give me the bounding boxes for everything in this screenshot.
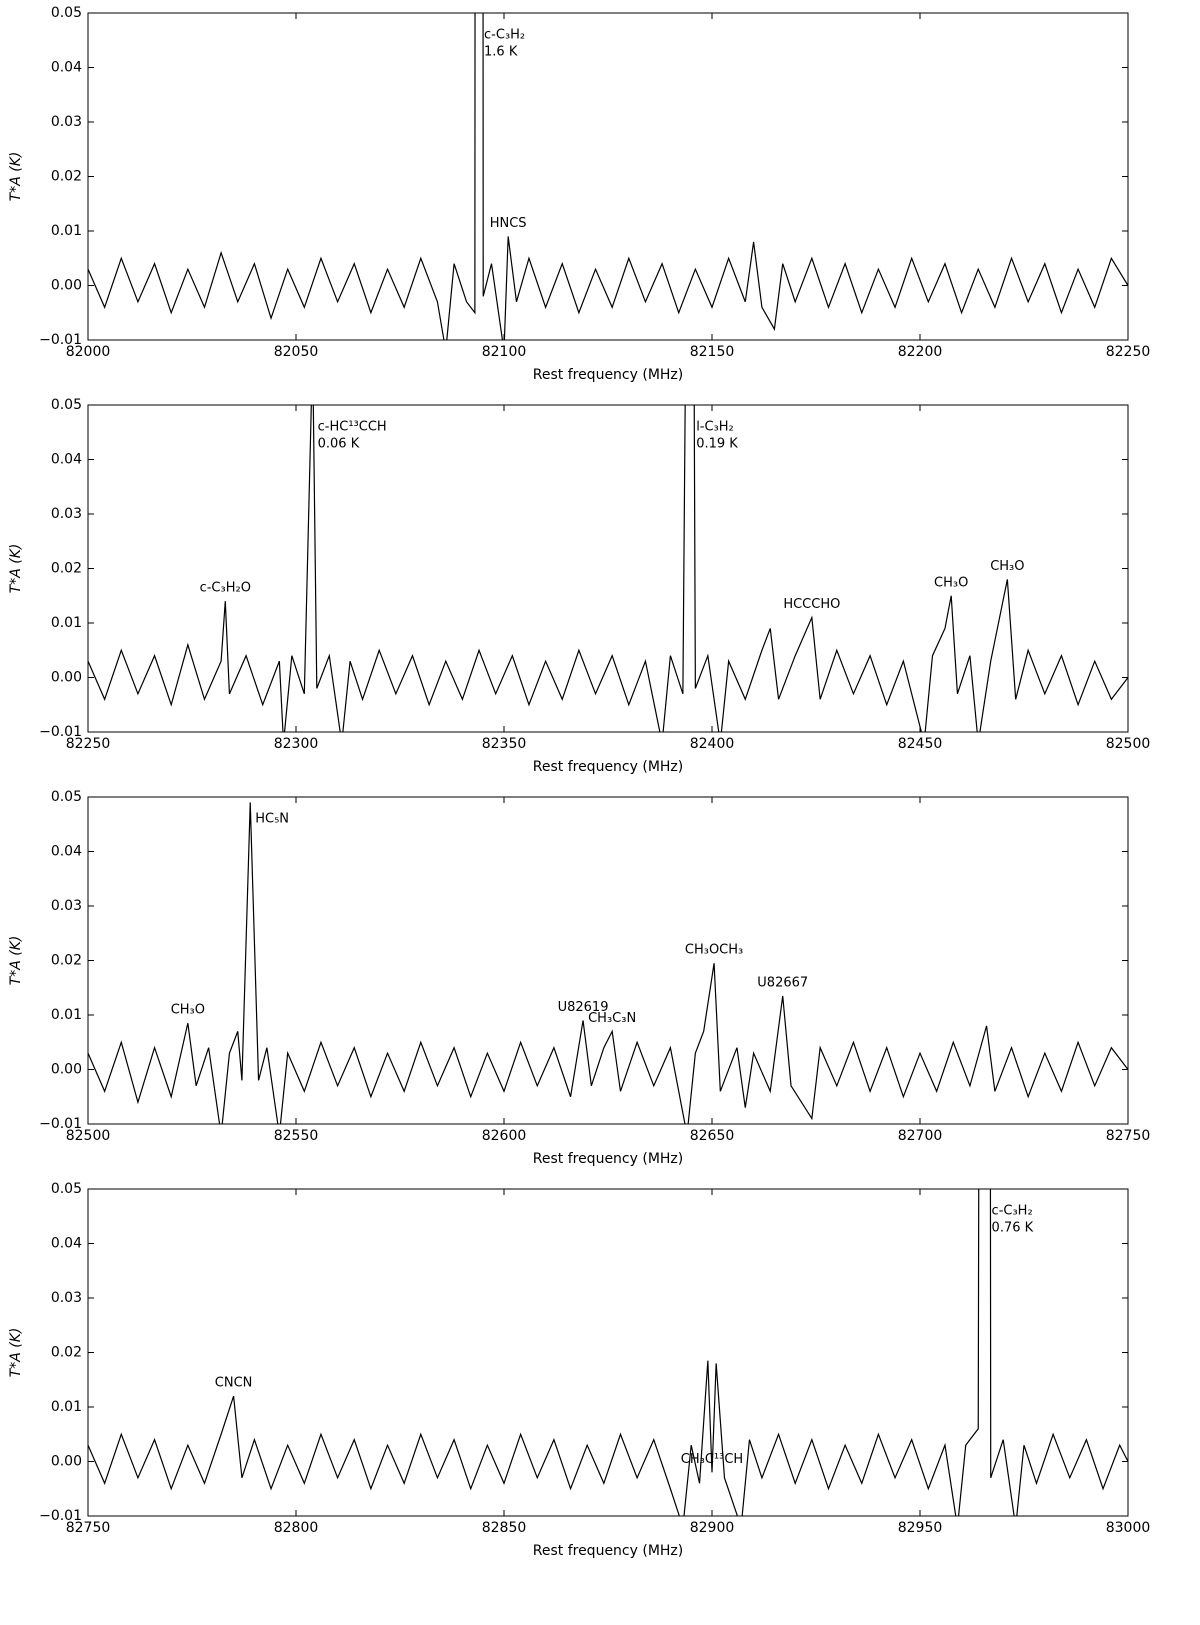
x-tick-label: 82800 <box>274 1520 319 1536</box>
y-tick-label: −0.01 <box>39 724 82 740</box>
y-tick-label: 0.00 <box>51 1454 82 1470</box>
annotation-label: CH₃C₃N <box>588 1011 636 1026</box>
y-tick-label: 0.05 <box>51 789 82 805</box>
y-tick-label: 0.02 <box>51 169 82 185</box>
annotation-label: U82667 <box>757 975 808 990</box>
annotation-label: c-C₃H₂O <box>200 581 251 596</box>
y-tick-label: 0.05 <box>51 1181 82 1197</box>
x-tick-label: 82750 <box>66 1520 111 1536</box>
x-tick-label: 82500 <box>1106 736 1151 752</box>
annotation-label: CH₃O <box>990 559 1024 574</box>
annotation-note: 0.76 K <box>992 1221 1034 1236</box>
spectrum <box>88 405 1128 732</box>
x-axis-label: Rest frequency (MHz) <box>533 1543 684 1559</box>
x-tick-label: 82300 <box>274 736 319 752</box>
y-tick-label: 0.04 <box>51 844 82 860</box>
x-tick-label: 82450 <box>898 736 943 752</box>
y-tick-label: 0.00 <box>51 278 82 294</box>
annotation-label: CH₃O <box>171 1003 205 1018</box>
y-tick-label: 0.05 <box>51 397 82 413</box>
y-tick-label: 0.03 <box>51 898 82 914</box>
annotation-label: c-C₃H₂ <box>484 28 525 43</box>
annotation-label: CH₃OCH₃ <box>685 943 743 958</box>
x-tick-label: 82850 <box>482 1520 527 1536</box>
plot-frame <box>87 12 1129 341</box>
x-tick-label: 82250 <box>1106 344 1151 360</box>
y-tick-label: 0.00 <box>51 670 82 686</box>
annotation-note: 0.06 K <box>318 437 360 452</box>
x-tick-label: 82500 <box>66 1128 111 1144</box>
annotation-label: HNCS <box>490 216 527 231</box>
panel: 82000 82050 82100 82150 82200 82250 −0.01 0.00 0… <box>8 5 1151 383</box>
x-tick-label: 82250 <box>66 736 111 752</box>
annotation-label: HCCCHO <box>783 597 840 612</box>
y-tick-label: 0.02 <box>51 561 82 577</box>
panel: 82750 82800 82850 82900 82950 83000 −0.01 0.00 0… <box>8 1181 1151 1559</box>
y-tick-label: 0.01 <box>51 1399 82 1415</box>
y-axis-label: T*A (K) <box>8 152 24 202</box>
y-tick-label: 0.00 <box>51 1062 82 1078</box>
y-tick-label: −0.01 <box>39 1508 82 1524</box>
y-tick-label: 0.01 <box>51 223 82 239</box>
y-tick-label: 0.01 <box>51 1007 82 1023</box>
y-tick-label: 0.04 <box>51 1236 82 1252</box>
y-tick-label: 0.03 <box>51 506 82 522</box>
annotation-label: c-C₃H₂ <box>992 1204 1033 1219</box>
annotation-label: U82619 <box>558 1000 609 1015</box>
panel: 82500 82550 82600 82650 82700 82750 −0.01 0.00 0… <box>8 789 1150 1167</box>
x-tick-label: 82700 <box>898 1128 943 1144</box>
y-tick-label: 0.03 <box>51 1290 82 1306</box>
x-axis-label: Rest frequency (MHz) <box>533 759 684 775</box>
x-tick-label: 82000 <box>66 344 111 360</box>
y-tick-label: −0.01 <box>39 332 82 348</box>
y-tick-label: 0.02 <box>51 953 82 969</box>
annotation-label: c-HC¹³CCH <box>318 420 387 435</box>
y-tick-label: 0.01 <box>51 615 82 631</box>
annotation-label: l-C₃H₂ <box>696 420 734 435</box>
x-tick-label: 82900 <box>690 1520 735 1536</box>
x-tick-label: 82050 <box>274 344 319 360</box>
x-tick-label: 82650 <box>690 1128 735 1144</box>
spectrum <box>88 1189 1128 1516</box>
plot-frame <box>87 1188 1129 1517</box>
x-tick-label: 82100 <box>482 344 527 360</box>
y-tick-label: 0.03 <box>51 114 82 130</box>
x-tick-label: 82600 <box>482 1128 527 1144</box>
annotation-note: 1.6 K <box>484 45 518 60</box>
x-tick-label: 82550 <box>274 1128 319 1144</box>
annotation-note: 0.19 K <box>696 437 738 452</box>
x-tick-label: 82350 <box>482 736 527 752</box>
spectrum <box>88 13 1128 340</box>
annotation-label: CH₃C¹³CH <box>681 1452 743 1467</box>
y-axis-label: T*A (K) <box>8 1328 24 1378</box>
plot-frame <box>87 796 1129 1125</box>
y-tick-label: 0.04 <box>51 452 82 468</box>
panel: 82250 82300 82350 82400 82450 82500 −0.01 0.00 0… <box>8 397 1151 775</box>
y-tick-label: −0.01 <box>39 1116 82 1132</box>
x-axis-label: Rest frequency (MHz) <box>533 367 684 383</box>
spectrum <box>88 802 1128 1124</box>
x-tick-label: 82400 <box>690 736 735 752</box>
x-axis-label: Rest frequency (MHz) <box>533 1151 684 1167</box>
y-tick-label: 0.02 <box>51 1345 82 1361</box>
x-tick-label: 82950 <box>898 1520 943 1536</box>
y-axis-label: T*A (K) <box>8 936 24 986</box>
annotation-label: HC₅N <box>255 812 289 827</box>
x-tick-label: 82150 <box>690 344 735 360</box>
x-tick-label: 83000 <box>1106 1520 1151 1536</box>
x-tick-label: 82200 <box>898 344 943 360</box>
y-axis-label: T*A (K) <box>8 544 24 594</box>
annotation-label: CNCN <box>215 1376 253 1391</box>
annotation-label: CH₃O <box>934 575 968 590</box>
y-tick-label: 0.04 <box>51 60 82 76</box>
x-tick-label: 82750 <box>1106 1128 1151 1144</box>
y-tick-label: 0.05 <box>51 5 82 21</box>
